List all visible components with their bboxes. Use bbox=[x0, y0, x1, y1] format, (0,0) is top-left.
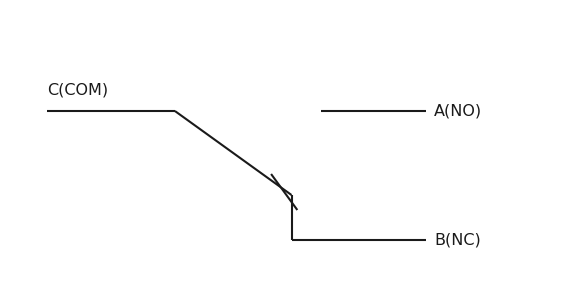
Text: B(NC): B(NC) bbox=[434, 232, 481, 247]
Text: C(COM): C(COM) bbox=[47, 82, 108, 98]
Text: A(NO): A(NO) bbox=[434, 103, 483, 118]
